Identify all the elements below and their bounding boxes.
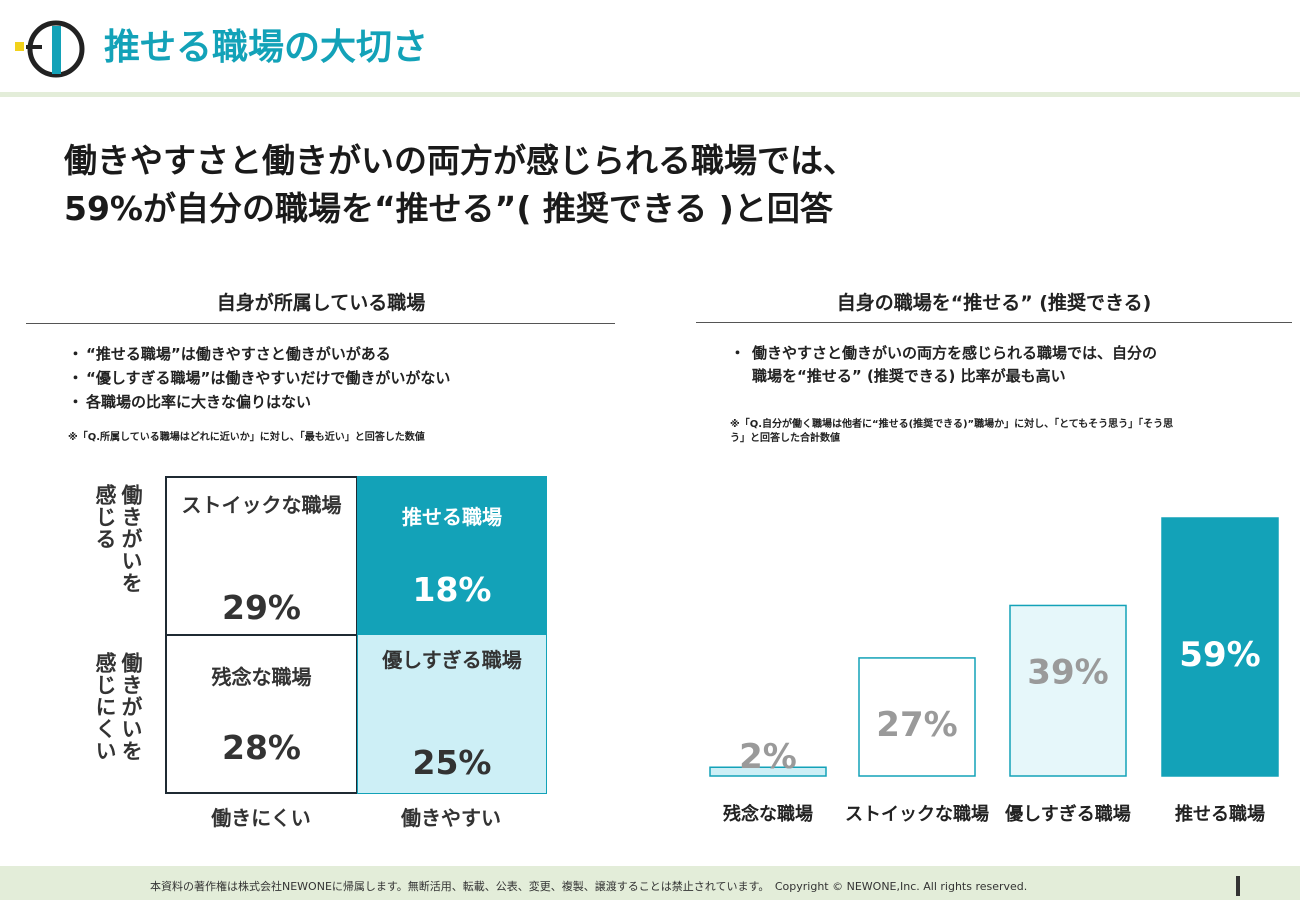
- right-note-line-1: ※「Q.自分が働く職場は他者に“推せる(推奨できる)”職場か」に対し、「とてもそ…: [730, 419, 1174, 430]
- matrix-cell-stoic: ストイックな職場 29%: [165, 476, 357, 635]
- left-bullet-item: ・ “推せる職場”は働きやすさと働きがいがある: [68, 345, 391, 363]
- left-panel-divider: [26, 323, 615, 324]
- bar-2: [858, 657, 976, 777]
- matrix-cell-too-kind: 優しすぎる職場 25%: [357, 635, 547, 794]
- headline-line-1: 働きやすさと働きがいの両方が感じられる職場では、: [64, 141, 856, 180]
- matrix-x-label-right: 働きやすい: [401, 806, 501, 830]
- matrix-cell-value: 29%: [222, 588, 301, 627]
- matrix-cell-value: 25%: [412, 743, 492, 782]
- right-panel-heading: 自身の職場を“推せる” (推奨できる): [836, 292, 1152, 314]
- right-panel-divider: [696, 322, 1292, 323]
- matrix-y-label-top: 働きがいを感じる: [93, 484, 143, 594]
- footer-band: [0, 866, 1300, 900]
- matrix-cell-name: ストイックな職場: [181, 493, 342, 517]
- right-bullet-line-1: 働きやすさと働きがいの両方を感じられる職場では、自分の: [752, 344, 1158, 362]
- matrix-cell-name: 推せる職場: [402, 505, 502, 529]
- bar-category-label: ストイックな職場: [845, 803, 989, 825]
- bar-category-label: 優しすぎる職場: [1004, 803, 1131, 825]
- matrix-cell-recommendable: 推せる職場 18%: [357, 476, 547, 635]
- right-note-line-2: う」と回答した合計数値: [730, 433, 840, 444]
- bar-value-label: 2%: [739, 737, 797, 777]
- left-panel-note: ※「Q.所属している職場はどれに近いか」に対し、「最も近い」と回答した数値: [68, 432, 425, 443]
- matrix-cell-disappointing: 残念な職場 28%: [165, 635, 357, 794]
- headline-line-2: 59%が自分の職場を“推せる”( 推奨できる )と回答: [64, 189, 833, 228]
- company-logo: [15, 20, 85, 78]
- right-bullet-line-2: 職場を“推せる” (推奨できる) 比率が最も高い: [752, 367, 1066, 385]
- footer-marker: [1236, 876, 1240, 896]
- workplace-matrix: ストイックな職場 29% 推せる職場 18% 残念な職場 28% 優しすぎる職場…: [165, 476, 547, 794]
- matrix-y-label-bottom: 働きがいを感じにくい: [93, 652, 143, 762]
- recommend-bar-chart: 2% 残念な職場 27% ストイックな職場 39% 優しすぎる職場 59% 推せる職場: [709, 517, 1279, 825]
- bar-1: [709, 766, 827, 777]
- footer-copyright: 本資料の著作権は株式会社NEWONEに帰属します。無断活用、転載、公表、変更、複…: [150, 880, 1028, 893]
- bar-4: [1161, 517, 1279, 777]
- bar-category-label: 残念な職場: [723, 803, 813, 825]
- matrix-cell-value: 18%: [412, 570, 492, 609]
- left-panel-heading: 自身が所属している職場: [216, 292, 426, 314]
- bar-3: [1009, 604, 1127, 777]
- matrix-x-label-left: 働きにくい: [211, 806, 311, 830]
- bar-value-label: 27%: [876, 705, 957, 745]
- left-bullet-item: ・各職場の比率に大きな偏りはない: [68, 393, 312, 411]
- right-panel-note: ※「Q.自分が働く職場は他者に“推せる(推奨できる)”職場か」に対し、「とてもそ…: [730, 418, 1173, 446]
- bar-value-label: 39%: [1027, 652, 1108, 692]
- right-bullet: ・働きやすさと働きがいの両方を感じられる職場では、自分の 職場を“推せる” (推…: [730, 342, 1157, 388]
- page-title: 推せる職場の大切さ: [104, 27, 429, 68]
- header-divider: [0, 92, 1300, 97]
- bar-category-label: 推せる職場: [1175, 803, 1265, 825]
- matrix-cell-value: 28%: [222, 728, 301, 767]
- bar-value-label: 59%: [1179, 635, 1260, 675]
- left-bullet-item: ・ “優しすぎる職場”は働きやすいだけで働きがいがない: [68, 369, 451, 387]
- left-bullet-list: ・ “推せる職場”は働きやすさと働きがいがある ・ “優しすぎる職場”は働きやすいだ…: [68, 342, 450, 414]
- matrix-cell-name: 残念な職場: [211, 665, 312, 689]
- matrix-cell-name: 優しすぎる職場: [382, 648, 522, 672]
